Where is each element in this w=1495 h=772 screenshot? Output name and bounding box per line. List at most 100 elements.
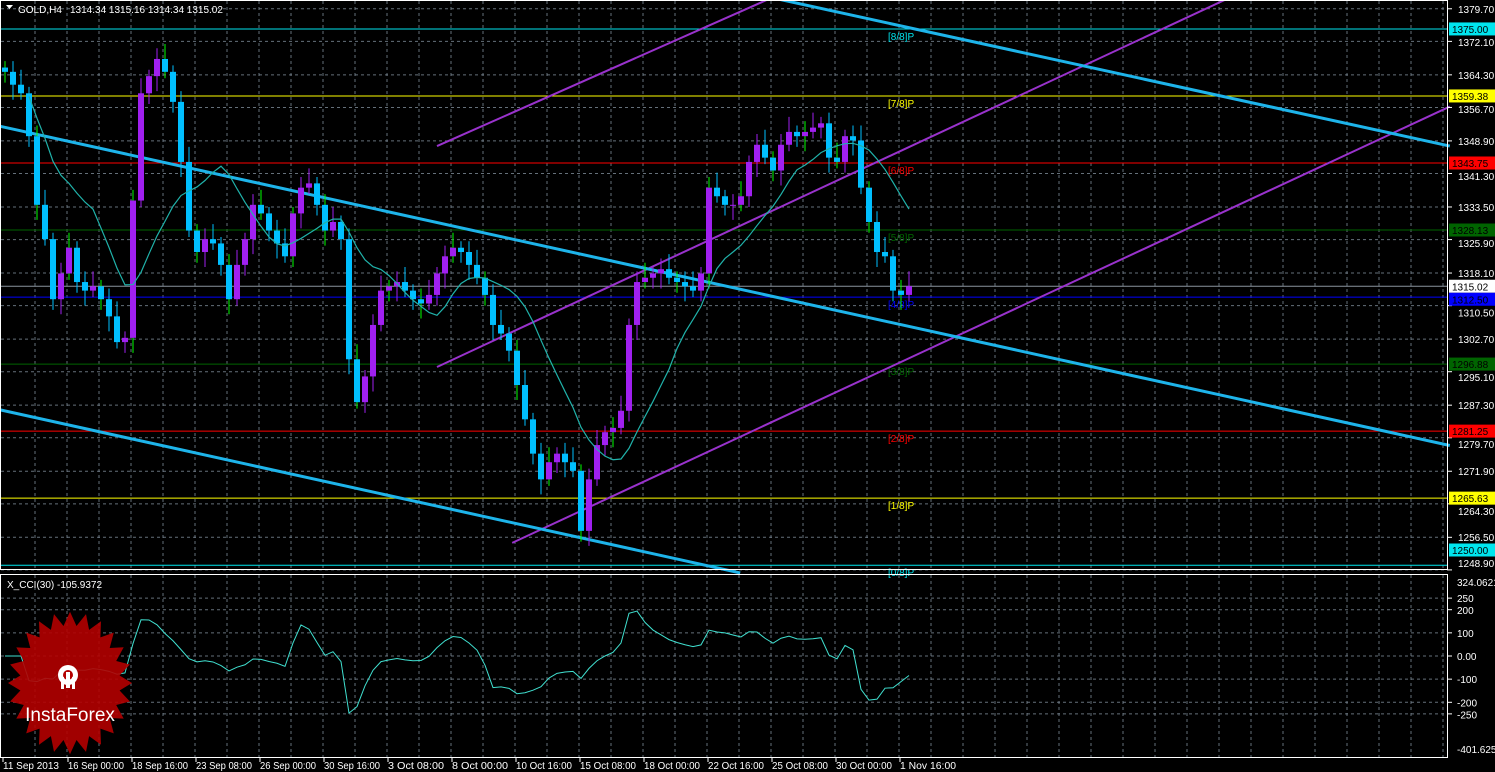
candle-body <box>754 144 760 162</box>
cci-tick-label: 200 <box>1457 606 1474 617</box>
time-tick-label: 8 Oct 00:00 <box>452 761 508 772</box>
candle-body <box>730 204 736 206</box>
cci-tick-label: -200 <box>1457 698 1477 709</box>
candle-body <box>330 221 336 231</box>
candle-body <box>682 282 688 287</box>
price-tick-label: 1341.30 <box>1458 172 1495 183</box>
candle-body <box>98 286 104 300</box>
time-tick-label: 3 Oct 08:00 <box>388 761 444 772</box>
candle-body <box>562 453 568 463</box>
candle-body <box>610 427 616 433</box>
time-axis: 11 Sep 2013 16 Sep 00:00 18 Sep 16:00 23 Se… <box>2 757 956 772</box>
candle-body <box>642 277 648 283</box>
candle-body <box>530 419 536 454</box>
candle-body <box>434 273 440 295</box>
candle-body <box>266 213 272 231</box>
price-level-badge-text: 1312.50 <box>1452 295 1489 306</box>
candle-body <box>650 273 656 278</box>
candle-body <box>274 230 280 244</box>
price-level-badge <box>1449 22 1495 36</box>
time-tick-label: 18 Sep 16:00 <box>132 761 188 772</box>
cci-tick-label: -401.6252 <box>1457 745 1495 756</box>
murrey-level-label: [3/8]P <box>888 367 914 378</box>
candle-body <box>482 277 488 295</box>
candle-body <box>706 187 712 274</box>
cci-tick-label: 324.0621 <box>1457 578 1495 589</box>
candle-body <box>146 76 152 94</box>
candle-body <box>426 294 432 304</box>
candle-body <box>506 333 512 351</box>
candle-body <box>514 350 520 386</box>
price-level-badge <box>1449 223 1495 237</box>
candle-body <box>722 196 728 205</box>
candle-body <box>850 136 856 141</box>
candle-body <box>738 196 744 205</box>
candle-body <box>242 239 248 265</box>
trendline <box>511 105 1451 544</box>
time-tick-label: 25 Oct 08:00 <box>772 761 828 772</box>
symbol-header: GOLD,H4 <box>18 5 62 16</box>
trendline <box>0 124 1451 447</box>
candle-body <box>786 131 792 145</box>
candle-body <box>354 359 360 403</box>
trendline <box>436 0 770 147</box>
murrey-level-label: [7/8]P <box>888 99 914 110</box>
murrey-level-label: [1/8]P <box>888 501 914 512</box>
candle-body <box>226 264 232 300</box>
candle-body <box>810 127 816 132</box>
candle-body <box>258 204 264 214</box>
grid <box>1 1 1447 757</box>
candle-body <box>410 290 416 300</box>
price-level-badge <box>1449 491 1495 505</box>
candle-body <box>450 247 456 257</box>
candle-body <box>442 256 448 274</box>
price-tick-label: 1318.10 <box>1458 269 1495 280</box>
candle-body <box>18 84 24 94</box>
main-panel-border <box>0 0 1448 570</box>
candle-body <box>874 221 880 253</box>
candle-body <box>194 230 200 253</box>
candle-body <box>178 101 184 162</box>
price-tick-label: 1372.10 <box>1458 38 1495 49</box>
price-level-badge-text: 1296.88 <box>1452 360 1489 371</box>
gear-icon <box>58 665 78 689</box>
price-tick-label: 1379.70 <box>1458 5 1495 16</box>
price-tick-label: 1310.50 <box>1458 308 1495 319</box>
instaforex-logo: InstaForex <box>8 611 132 755</box>
price-tick-label: 1248.90 <box>1458 559 1495 570</box>
candle-body <box>2 67 8 72</box>
cci-panel-border <box>0 574 1448 758</box>
candle-body <box>538 453 544 480</box>
price-tick-label: 1295.10 <box>1458 373 1495 384</box>
price-tick-label: 1348.90 <box>1458 137 1495 148</box>
candle-body <box>290 213 296 257</box>
moving-average-line <box>28 96 910 461</box>
candle-body <box>858 140 864 188</box>
candles <box>2 43 912 546</box>
cci-tick-label: 250 <box>1457 594 1474 605</box>
candle-body <box>546 462 552 480</box>
cci-line <box>5 610 910 715</box>
candle-body <box>26 93 32 137</box>
candle-body <box>338 221 344 240</box>
candle-body <box>690 286 696 291</box>
candle-body <box>66 247 72 274</box>
cci-label: X_CCI(30) -105.9372 <box>7 580 102 591</box>
price-level-badge <box>1449 424 1495 438</box>
murrey-level-label: [2/8]P <box>888 434 914 445</box>
price-level-badge-text: 1281.25 <box>1452 427 1489 438</box>
candle-body <box>282 243 288 257</box>
time-tick-label: 16 Sep 00:00 <box>68 761 124 772</box>
candle-body <box>602 432 608 446</box>
candle-body <box>746 161 752 197</box>
candle-body <box>130 200 136 338</box>
candle-body <box>714 187 720 197</box>
collapse-arrow-icon[interactable] <box>6 5 13 9</box>
time-tick-label: 11 Sep 2013 <box>3 761 59 772</box>
time-tick-label: 26 Sep 00:00 <box>260 761 316 772</box>
cci-tick-label: -250 <box>1457 710 1477 721</box>
trendlines[interactable] <box>0 0 1451 575</box>
candle-body <box>778 144 784 171</box>
candle-body <box>298 187 304 214</box>
